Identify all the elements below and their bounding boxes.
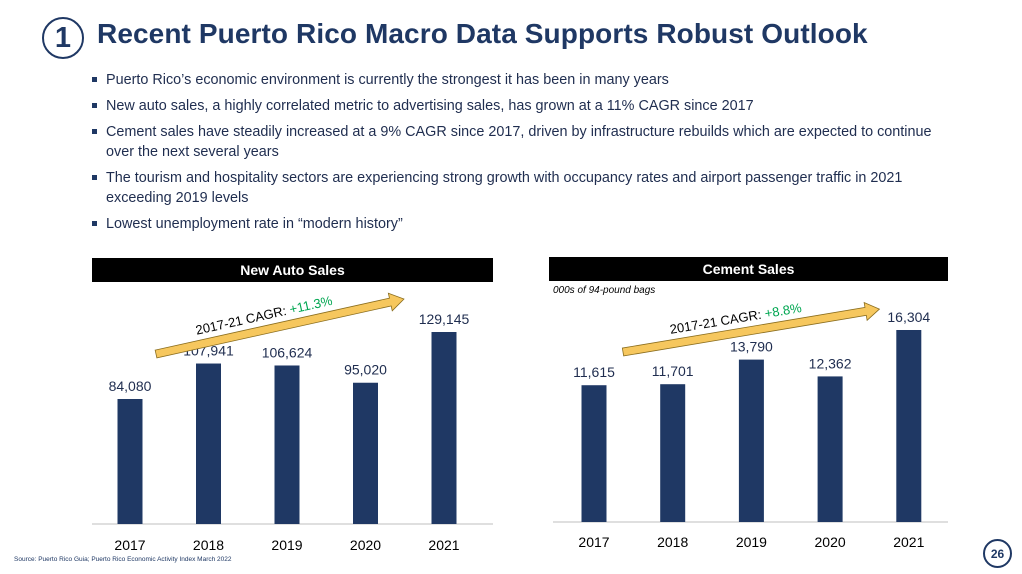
source-note: Source: Puerto Rico Guia; Puerto Rico Ec… xyxy=(14,556,232,563)
x-tick-label: 2018 xyxy=(193,537,224,553)
data-label: 12,362 xyxy=(809,355,852,371)
bar-2020 xyxy=(817,376,843,522)
data-label: 129,145 xyxy=(419,311,470,327)
bullet-list: Puerto Rico’s economic environment is cu… xyxy=(92,70,942,240)
bar-2018 xyxy=(660,384,686,522)
cagr-arrow xyxy=(154,292,405,359)
data-label: 13,790 xyxy=(730,339,773,355)
bar-2020 xyxy=(353,382,378,524)
bullet-item: New auto sales, a highly correlated metr… xyxy=(92,96,942,116)
page-number-badge: 26 xyxy=(983,539,1012,568)
cement-units-note: 000s of 94-pound bags xyxy=(553,285,656,296)
auto-sales-bar-chart: 84,0802017107,9412018106,624201995,02020… xyxy=(92,292,493,553)
x-tick-label: 2020 xyxy=(815,534,846,550)
bar-2021 xyxy=(896,329,922,522)
data-label: 95,020 xyxy=(344,362,387,378)
bullet-item: Cement sales have steadily increased at … xyxy=(92,122,942,162)
cagr-arrow xyxy=(621,301,881,357)
bar-2019 xyxy=(738,359,764,522)
x-tick-label: 2021 xyxy=(428,537,459,553)
x-tick-label: 2017 xyxy=(114,537,145,553)
page-title: Recent Puerto Rico Macro Data Supports R… xyxy=(97,18,868,49)
bar-2017 xyxy=(117,399,143,524)
x-tick-label: 2019 xyxy=(271,537,302,553)
section-number-badge: 1 xyxy=(42,17,84,59)
cement-sales-bar-chart: 11,615 2017 11,701 2018 13,790 2019 12,362 2020… xyxy=(553,300,948,550)
x-tick-label: 2020 xyxy=(350,537,381,553)
x-tick-label: 2018 xyxy=(657,534,688,550)
auto-sales-chart-title: New Auto Sales xyxy=(92,258,493,282)
data-label: 11,615 xyxy=(573,364,615,380)
data-label: 84,080 xyxy=(109,378,152,394)
bar-2021 xyxy=(431,332,457,524)
x-tick-label: 2019 xyxy=(736,534,767,550)
cagr-value: +8.8% xyxy=(763,300,803,321)
bullet-item: Puerto Rico’s economic environment is cu… xyxy=(92,70,942,90)
data-label: 106,624 xyxy=(262,344,313,360)
bar-2018 xyxy=(196,363,221,524)
bar-2017 xyxy=(581,385,607,522)
cagr-arrow-group: 2017-21 CAGR: +8.8% xyxy=(621,300,881,357)
bullet-item: Lowest unemployment rate in “modern hist… xyxy=(92,214,942,234)
data-label: 11,701 xyxy=(652,363,694,379)
x-tick-label: 2017 xyxy=(578,534,609,550)
data-label: 16,304 xyxy=(887,309,930,325)
bullet-item: The tourism and hospitality sectors are … xyxy=(92,168,942,208)
cement-sales-chart-title: Cement Sales xyxy=(549,257,948,281)
bar-2019 xyxy=(274,365,300,524)
x-tick-label: 2021 xyxy=(893,534,924,550)
